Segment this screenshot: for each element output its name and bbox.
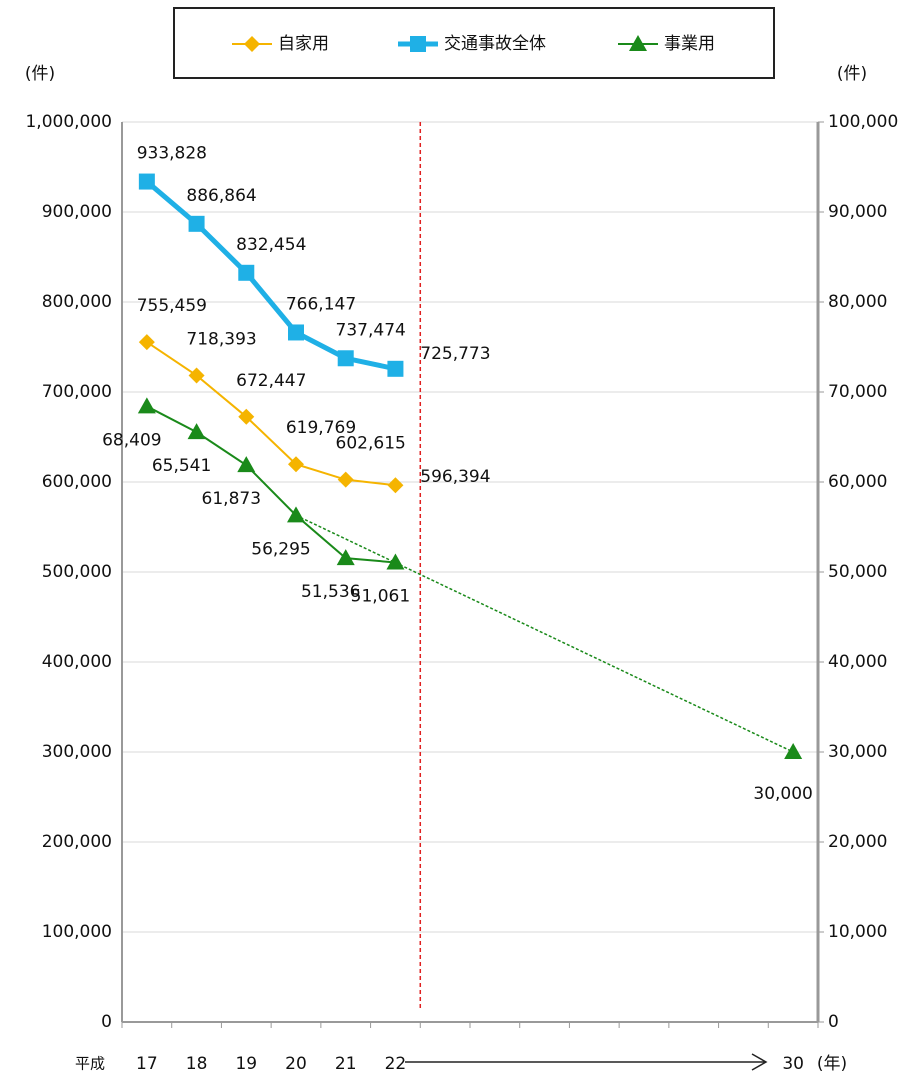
x-unit: (年) <box>817 1054 847 1074</box>
data-label: 602,615 <box>336 434 406 454</box>
legend-box <box>173 7 775 79</box>
y-unit: (件) <box>25 64 55 84</box>
data-label: 832,454 <box>236 235 306 255</box>
point <box>337 350 354 367</box>
x-tick-label: 20 <box>285 1054 307 1074</box>
series-line <box>146 341 396 487</box>
arrow-head <box>751 1053 768 1071</box>
series-line <box>146 405 396 564</box>
y2-tick-label: 70,000 <box>828 382 887 402</box>
data-label: 30,000 <box>753 784 812 804</box>
data-label: 65,541 <box>152 456 211 476</box>
y-tick-label: 100,000 <box>42 922 112 942</box>
point <box>188 367 205 384</box>
y2-unit: (件) <box>837 64 867 84</box>
data-label: 68,409 <box>102 430 161 450</box>
point <box>336 549 355 566</box>
y2-tick-label: 30,000 <box>828 742 887 762</box>
point <box>410 36 426 52</box>
point <box>238 264 255 281</box>
point <box>784 743 803 759</box>
point <box>237 456 256 473</box>
x-tick-label: 30 <box>782 1054 804 1074</box>
data-label: 766,147 <box>286 294 356 314</box>
y2-tick-label: 10,000 <box>828 922 887 942</box>
legend-label: 交通事故全体 <box>444 34 546 54</box>
data-label: 56,295 <box>251 539 310 559</box>
y2-tick-label: 20,000 <box>828 832 887 852</box>
point <box>387 360 404 377</box>
data-label: 672,447 <box>236 371 306 391</box>
x-tick-label: 21 <box>335 1054 357 1074</box>
data-label: 596,394 <box>420 467 490 487</box>
point <box>629 35 647 51</box>
y-tick-label: 800,000 <box>42 292 112 312</box>
y2-tick-label: 50,000 <box>828 562 887 582</box>
y2-tick-label: 0 <box>828 1012 839 1032</box>
data-label: 725,773 <box>420 344 490 364</box>
x-tick-label: 17 <box>136 1054 158 1074</box>
point <box>337 471 354 488</box>
x-prefix: 平成 <box>75 1055 105 1073</box>
point <box>244 36 260 52</box>
data-label: 737,474 <box>336 320 406 340</box>
point <box>287 506 305 523</box>
point <box>137 397 156 414</box>
x-tick-label: 19 <box>235 1054 257 1074</box>
point <box>387 477 404 494</box>
point <box>288 324 304 341</box>
point <box>238 408 255 425</box>
y-tick-label: 700,000 <box>42 382 112 402</box>
y-tick-label: 500,000 <box>42 562 112 582</box>
point <box>187 423 206 440</box>
y2-tick-label: 80,000 <box>828 292 887 312</box>
point <box>188 215 205 232</box>
point <box>288 456 304 473</box>
y-tick-label: 400,000 <box>42 652 112 672</box>
x-tick-label: 22 <box>385 1054 407 1074</box>
legend-label: 事業用 <box>664 34 715 54</box>
trend-line <box>295 514 794 753</box>
point <box>138 334 155 351</box>
point <box>138 173 155 190</box>
y-tick-label: 0 <box>101 1012 112 1032</box>
y-tick-label: 200,000 <box>42 832 112 852</box>
data-label: 718,393 <box>186 329 256 349</box>
y-tick-label: 900,000 <box>42 202 112 222</box>
data-label: 51,061 <box>351 586 410 606</box>
y-tick-label: 1,000,000 <box>25 112 112 132</box>
y-tick-label: 600,000 <box>42 472 112 492</box>
data-label: 755,459 <box>137 296 207 316</box>
data-label: 61,873 <box>202 489 261 509</box>
series-line <box>145 179 396 372</box>
data-label: 51,536 <box>301 582 360 602</box>
data-label: 933,828 <box>137 144 207 164</box>
y2-tick-label: 100,000 <box>828 112 898 132</box>
x-tick-label: 18 <box>186 1054 208 1074</box>
y-tick-label: 300,000 <box>42 742 112 762</box>
y2-tick-label: 90,000 <box>828 202 887 222</box>
legend-label: 自家用 <box>278 34 329 54</box>
y2-tick-label: 40,000 <box>828 652 887 672</box>
point <box>386 553 405 570</box>
data-label: 886,864 <box>186 186 256 206</box>
y2-tick-label: 60,000 <box>828 472 887 492</box>
data-label: 619,769 <box>286 418 356 438</box>
